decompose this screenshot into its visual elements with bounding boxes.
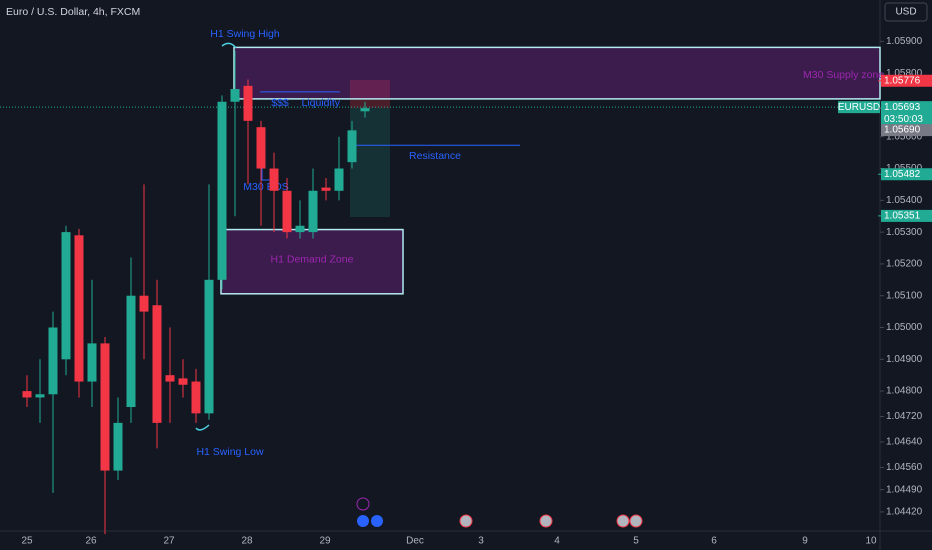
annotation: M30 BOS	[243, 181, 289, 193]
candle-body	[61, 232, 71, 360]
x-tick-label: 6	[711, 536, 717, 547]
price-label-box	[881, 74, 932, 87]
candle-body	[126, 295, 136, 407]
candle-body	[360, 108, 370, 112]
event-icon[interactable]	[629, 514, 643, 528]
x-tick-label: 4	[554, 536, 560, 547]
x-tick-label: 9	[802, 536, 808, 547]
y-tick-label: 1.04560	[886, 462, 923, 473]
price-label: 1.05690	[884, 125, 921, 136]
x-tick-label: 28	[241, 536, 253, 547]
candle-body	[282, 190, 292, 233]
candle-body	[22, 391, 32, 398]
candle-body	[87, 343, 97, 382]
y-tick-label: 1.05100	[886, 290, 923, 301]
y-tick-label: 1.04800	[886, 386, 923, 397]
candle-body	[256, 127, 266, 169]
candle-body	[35, 394, 45, 398]
price-label-box	[881, 124, 932, 137]
y-tick-label: 1.05000	[886, 322, 923, 333]
swing-mark	[195, 424, 210, 431]
zone-label: H1 Demand Zone	[271, 253, 354, 265]
candle-body	[100, 343, 110, 471]
event-icon[interactable]	[356, 497, 370, 511]
swing-mark	[221, 42, 237, 49]
price-label-box	[881, 168, 932, 181]
candle-body	[204, 279, 214, 414]
price-label: 1.05482	[884, 169, 921, 180]
countdown: 03:50:03	[884, 114, 923, 125]
y-tick-label: 1.04720	[886, 411, 923, 422]
candle-body	[243, 85, 253, 121]
candle-body	[321, 187, 331, 191]
price-label: 1.05776	[884, 75, 921, 86]
position-risk	[350, 80, 390, 108]
y-tick-label: 1.04900	[886, 354, 923, 365]
position-reward	[350, 108, 390, 217]
price-label: 1.05351	[884, 211, 921, 222]
symbol-box	[838, 101, 880, 114]
chart-title: Euro / U.S. Dollar, 4h, FXCM	[6, 6, 140, 18]
annotation: $$$	[271, 97, 289, 109]
level-label: Resistance	[409, 150, 461, 162]
price-label-box	[881, 101, 932, 126]
y-tick-label: 1.04420	[886, 507, 923, 518]
candle-body	[308, 190, 318, 233]
candle-body	[347, 130, 357, 163]
event-icon[interactable]	[371, 515, 383, 527]
zone	[220, 228, 404, 295]
annotation: H1 Swing High	[210, 28, 280, 40]
candle-body	[139, 295, 149, 312]
price-label-box	[881, 209, 932, 222]
y-tick-label: 1.05800	[886, 68, 923, 79]
y-tick-label: 1.05600	[886, 131, 923, 142]
candle-body	[113, 422, 123, 471]
candle-body	[230, 89, 240, 102]
x-tick-label: Dec	[406, 536, 424, 547]
symbol: EURUSD	[838, 102, 880, 113]
candle-body	[295, 225, 305, 233]
event-icon[interactable]	[539, 514, 553, 528]
candle-body	[191, 381, 201, 414]
y-tick-label: 1.05400	[886, 195, 923, 206]
y-tick-label: 1.05900	[886, 36, 923, 47]
x-tick-label: 27	[163, 536, 175, 547]
candle-body	[165, 375, 175, 382]
event-icon[interactable]	[616, 514, 630, 528]
price-label: 1.05693	[884, 102, 921, 113]
currency[interactable]: USD	[895, 7, 916, 18]
candle-body	[217, 101, 227, 280]
x-tick-label: 29	[319, 536, 331, 547]
annotation: H1 Swing Low	[196, 446, 264, 458]
level-label: Liquidity	[301, 97, 340, 109]
candle-body	[74, 235, 84, 382]
y-tick-label: 1.04640	[886, 437, 923, 448]
candle-body	[48, 327, 58, 395]
currency-button[interactable]	[884, 2, 928, 22]
event-icon[interactable]	[459, 514, 473, 528]
event-icon[interactable]	[357, 515, 369, 527]
y-tick-label: 1.05300	[886, 227, 923, 238]
candle-body	[152, 305, 162, 423]
x-tick-label: 25	[21, 536, 33, 547]
x-tick-label: 10	[865, 536, 877, 547]
candle-body	[269, 168, 279, 191]
x-tick-label: 3	[478, 536, 484, 547]
candle-body	[178, 378, 188, 385]
zone	[233, 46, 881, 100]
y-tick-label: 1.05200	[886, 259, 923, 270]
candle-body	[334, 168, 344, 191]
y-tick-label: 1.04490	[886, 484, 923, 495]
x-tick-label: 26	[85, 536, 97, 547]
zone-label: M30 Supply zone	[803, 69, 884, 81]
x-tick-label: 5	[633, 536, 639, 547]
